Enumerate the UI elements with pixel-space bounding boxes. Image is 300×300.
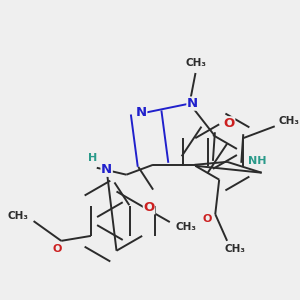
Text: CH₃: CH₃ <box>175 222 196 232</box>
Text: O: O <box>52 244 62 254</box>
Text: N: N <box>187 97 198 110</box>
Text: O: O <box>203 214 212 224</box>
Text: O: O <box>224 117 235 130</box>
Text: H: H <box>226 122 234 132</box>
Text: O: O <box>143 201 155 214</box>
Text: N: N <box>136 106 147 119</box>
Text: CH₃: CH₃ <box>185 58 206 68</box>
Text: CH₃: CH₃ <box>224 244 245 254</box>
Text: NH: NH <box>248 156 267 166</box>
Text: CH₃: CH₃ <box>7 211 28 221</box>
Text: N: N <box>101 163 112 176</box>
Text: CH₃: CH₃ <box>278 116 299 126</box>
Text: H: H <box>88 153 98 163</box>
